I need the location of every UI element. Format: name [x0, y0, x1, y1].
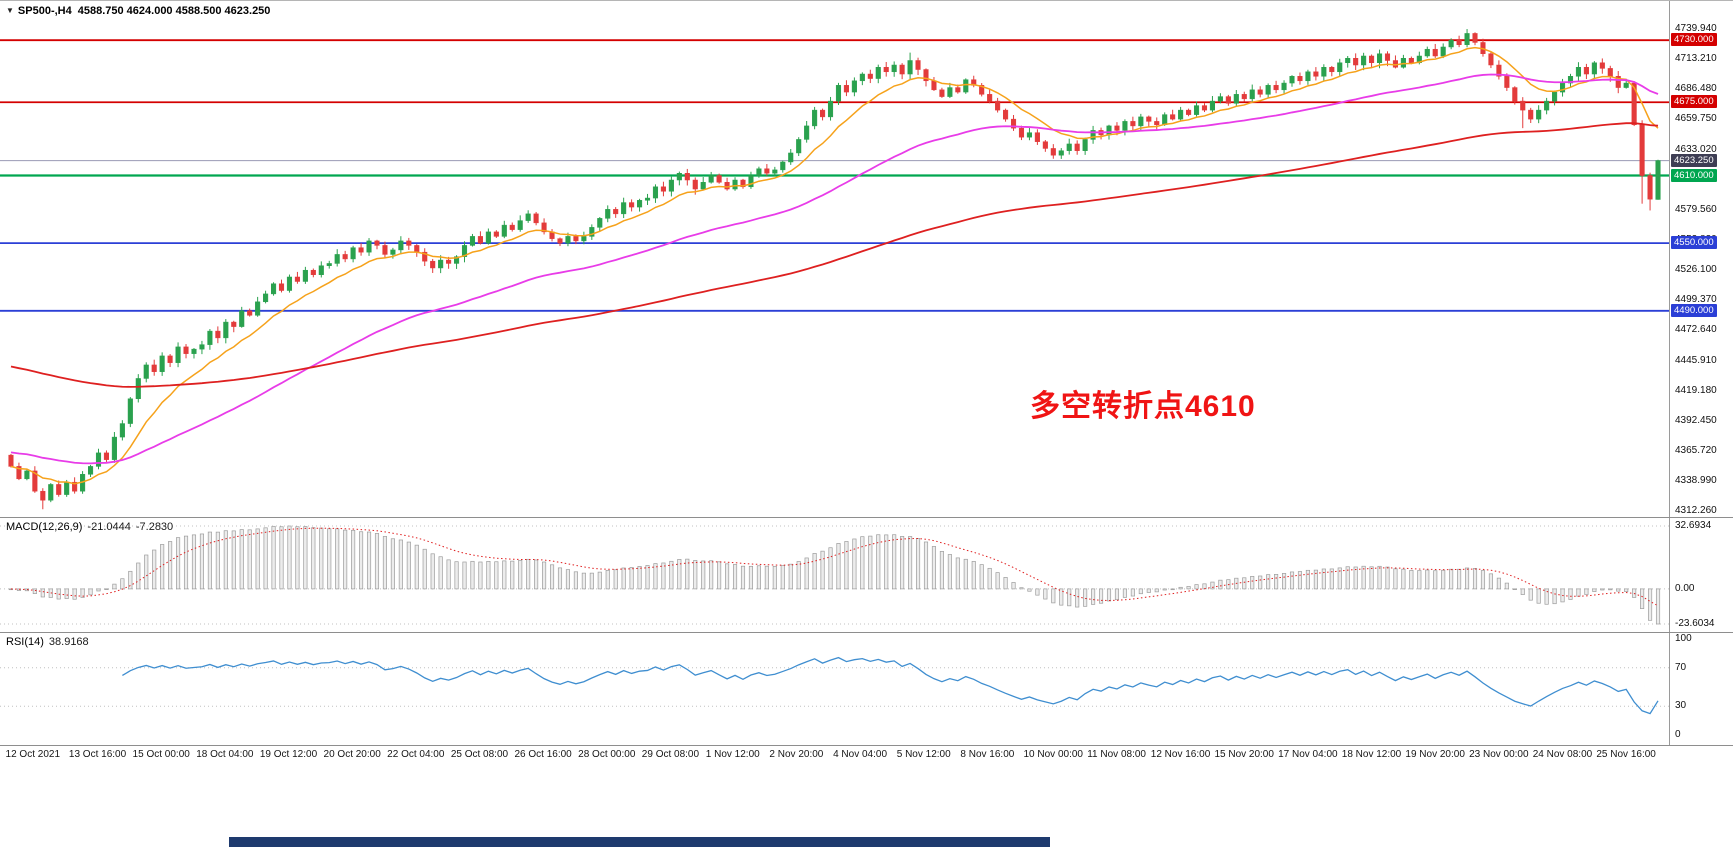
price-axis-label: 4659.750 [1675, 113, 1717, 125]
chart-annotation-text[interactable]: 多空转折点4610 [1030, 390, 1256, 423]
horizontal-scrollbar [0, 837, 1733, 848]
rsi-value: 38.9168 [48, 636, 89, 648]
rsi-line [122, 656, 1659, 715]
macd-main-value: -21.0444 [87, 521, 131, 533]
time-axis-label: 13 Oct 16:00 [68, 749, 127, 760]
panel-separator [0, 745, 1733, 746]
price-level-badge: 4730.000 [1671, 33, 1717, 47]
price-axis-label: 4633.020 [1675, 143, 1717, 155]
time-axis-label: 12 Oct 2021 [5, 749, 61, 760]
panel-separator[interactable] [0, 517, 1733, 518]
price-level-badge: 4610.000 [1671, 168, 1717, 182]
time-axis-label: 5 Nov 12:00 [896, 749, 951, 760]
price-level-badge: 4675.000 [1671, 95, 1717, 109]
macd-name: MACD(12,26,9) [6, 521, 83, 533]
ma-mid-line [10, 73, 1659, 465]
price-axis-label: 4499.370 [1675, 294, 1717, 306]
macd-signal-line [10, 527, 1659, 607]
price-axis-label: 4445.910 [1675, 354, 1717, 366]
symbol-period-label: SP500-,H4 [17, 5, 72, 17]
macd-canvas[interactable] [0, 518, 1669, 632]
macd-histogram [8, 525, 1661, 625]
price-axis-label: 4713.210 [1675, 53, 1717, 65]
time-axis-label: 25 Nov 16:00 [1596, 749, 1656, 760]
time-axis-label: 19 Oct 12:00 [259, 749, 318, 760]
time-axis[interactable]: 12 Oct 2021 13 Oct 16:00 15 Oct 00:00 18 Oc… [0, 749, 1669, 765]
ma-slow-line [10, 122, 1659, 388]
horizontal-level-lines [0, 39, 1669, 312]
time-axis-label: 12 Nov 16:00 [1150, 749, 1211, 760]
candlestick-series [8, 29, 1661, 510]
ma-fast-line [10, 46, 1659, 485]
macd-label: MACD(12,26,9) -21.0444 -7.2830 [6, 521, 173, 533]
rsi-axis-label: 0 [1675, 729, 1681, 740]
rsi-name: RSI(14) [6, 636, 44, 648]
time-axis-label: 11 Nov 08:00 [1087, 749, 1146, 760]
macd-axis: 32.6934 0.00 -23.6034 [1669, 518, 1733, 632]
price-axis-label: 4338.990 [1675, 475, 1717, 487]
macd-axis-label: -23.6034 [1675, 618, 1715, 629]
time-axis-label: 24 Nov 08:00 [1532, 749, 1593, 760]
time-axis-label: 2 Nov 20:00 [769, 749, 824, 760]
price-axis[interactable]: 4739.940 4713.210 4686.480 4659.750 4633.020… [1669, 1, 1733, 517]
price-axis-label: 4739.940 [1675, 23, 1717, 34]
price-axis-label: 4419.180 [1675, 384, 1717, 396]
time-axis-label: 26 Oct 16:00 [514, 749, 572, 760]
price-axis-label: 4472.640 [1675, 324, 1717, 336]
macd-axis-label: 32.6934 [1675, 520, 1712, 531]
price-axis-label: 4392.450 [1675, 414, 1717, 426]
price-axis-label: 4312.260 [1675, 505, 1717, 517]
time-axis-label: 4 Nov 04:00 [833, 749, 888, 760]
price-axis-label: 4579.560 [1675, 203, 1717, 215]
time-axis-label: 23 Nov 00:00 [1469, 749, 1529, 760]
macd-signal-value: -7.2830 [135, 521, 174, 533]
time-axis-label: 28 Oct 00:00 [578, 749, 636, 760]
symbol-dropdown-icon[interactable]: ▼ [6, 6, 14, 15]
rsi-label: RSI(14) 38.9168 [6, 636, 89, 648]
time-axis-label: 25 Oct 08:00 [450, 749, 509, 760]
time-axis-label: 18 Oct 04:00 [196, 749, 254, 760]
price-level-badge: 4550.000 [1671, 236, 1717, 250]
scrollbar-thumb[interactable] [228, 837, 1051, 847]
ohlc-values: 4588.750 4624.000 4588.500 4623.250 [77, 5, 271, 17]
price-axis-label: 4365.720 [1675, 444, 1717, 456]
macd-axis-label: 0.00 [1675, 582, 1695, 594]
chart-title: ▼ SP500-,H4 4588.750 4624.000 4588.500 462… [6, 5, 270, 17]
time-axis-label: 8 Nov 16:00 [960, 749, 1015, 760]
rsi-axis: 100 70 30 0 [1669, 633, 1733, 745]
rsi-axis-label: 70 [1675, 661, 1687, 673]
price-axis-label: 4686.480 [1675, 83, 1717, 95]
time-axis-label: 19 Nov 20:00 [1405, 749, 1465, 760]
time-axis-label: 10 Nov 00:00 [1023, 749, 1083, 760]
price-level-badge: 4623.250 [1671, 153, 1717, 167]
price-axis-label: 4526.100 [1675, 264, 1717, 276]
rsi-axis-label: 100 [1675, 633, 1692, 644]
time-axis-label: 18 Nov 12:00 [1341, 749, 1402, 760]
panel-separator[interactable] [0, 632, 1733, 633]
time-axis-label: 20 Oct 20:00 [323, 749, 381, 760]
rsi-axis-label: 30 [1675, 700, 1687, 712]
time-axis-label: 17 Nov 04:00 [1278, 749, 1338, 760]
price-level-badge: 4490.000 [1671, 303, 1717, 317]
rsi-canvas[interactable] [0, 633, 1669, 745]
price-chart-canvas[interactable] [0, 1, 1669, 517]
time-axis-label: 22 Oct 04:00 [387, 749, 445, 760]
time-axis-label: 15 Oct 00:00 [132, 749, 190, 760]
time-axis-label: 29 Oct 08:00 [641, 749, 700, 760]
time-axis-label: 1 Nov 12:00 [705, 749, 760, 760]
time-axis-label: 15 Nov 20:00 [1214, 749, 1274, 760]
